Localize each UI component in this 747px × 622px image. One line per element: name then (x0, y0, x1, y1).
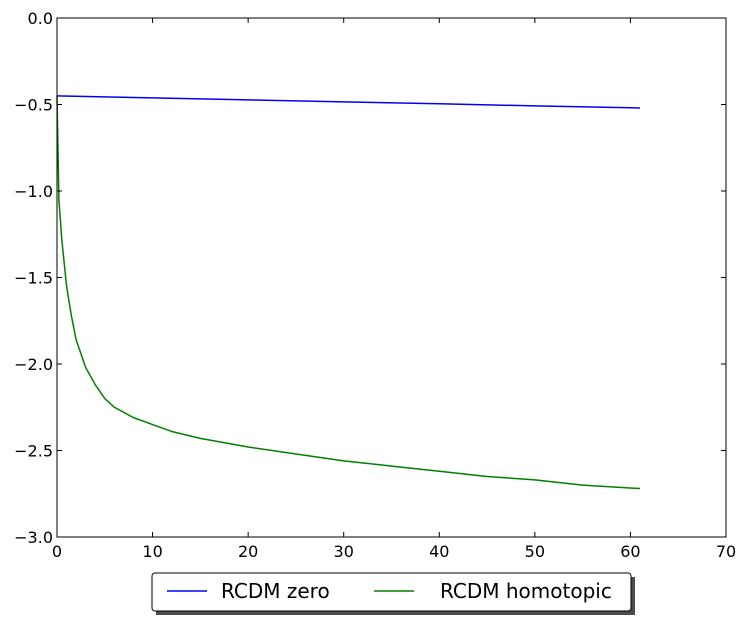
y-tick-label: −2.5 (14, 442, 53, 461)
legend-label-series-0: RCDM zero (221, 579, 330, 603)
x-axis-ticks: 0 10 20 30 40 50 60 70 (52, 18, 736, 561)
series-line-1 (56, 95, 641, 490)
y-tick-label: 0.0 (28, 9, 53, 28)
series-layer (56, 95, 641, 490)
y-tick-label: −3.0 (14, 528, 53, 547)
x-tick-label: 50 (525, 542, 545, 561)
x-tick-label: 20 (238, 542, 258, 561)
series-line-0 (56, 95, 641, 109)
x-tick-label: 60 (620, 542, 640, 561)
y-tick-label: −2.0 (14, 355, 53, 374)
y-tick-label: −0.5 (14, 96, 53, 115)
y-tick-label: −1.0 (14, 182, 53, 201)
legend-label-series-1: RCDM homotopic (440, 579, 612, 603)
y-axis-ticks: 0.0 −0.5 −1.0 −1.5 −2.0 −2.5 −3.0 (14, 9, 726, 547)
y-tick-label: −1.5 (14, 269, 53, 288)
x-tick-label: 0 (52, 542, 62, 561)
x-tick-label: 70 (716, 542, 736, 561)
legend-box (151, 572, 632, 612)
plot-area: 0 10 20 30 40 50 60 70 0.0 −0.5 −1.0 −1.5 −2.0 −2.5 −… (14, 9, 736, 561)
x-tick-label: 30 (334, 542, 354, 561)
legend: RCDM zero RCDM homotopic (151, 572, 635, 615)
x-tick-label: 40 (429, 542, 449, 561)
plot-frame (56, 17, 727, 538)
x-tick-label: 10 (142, 542, 162, 561)
